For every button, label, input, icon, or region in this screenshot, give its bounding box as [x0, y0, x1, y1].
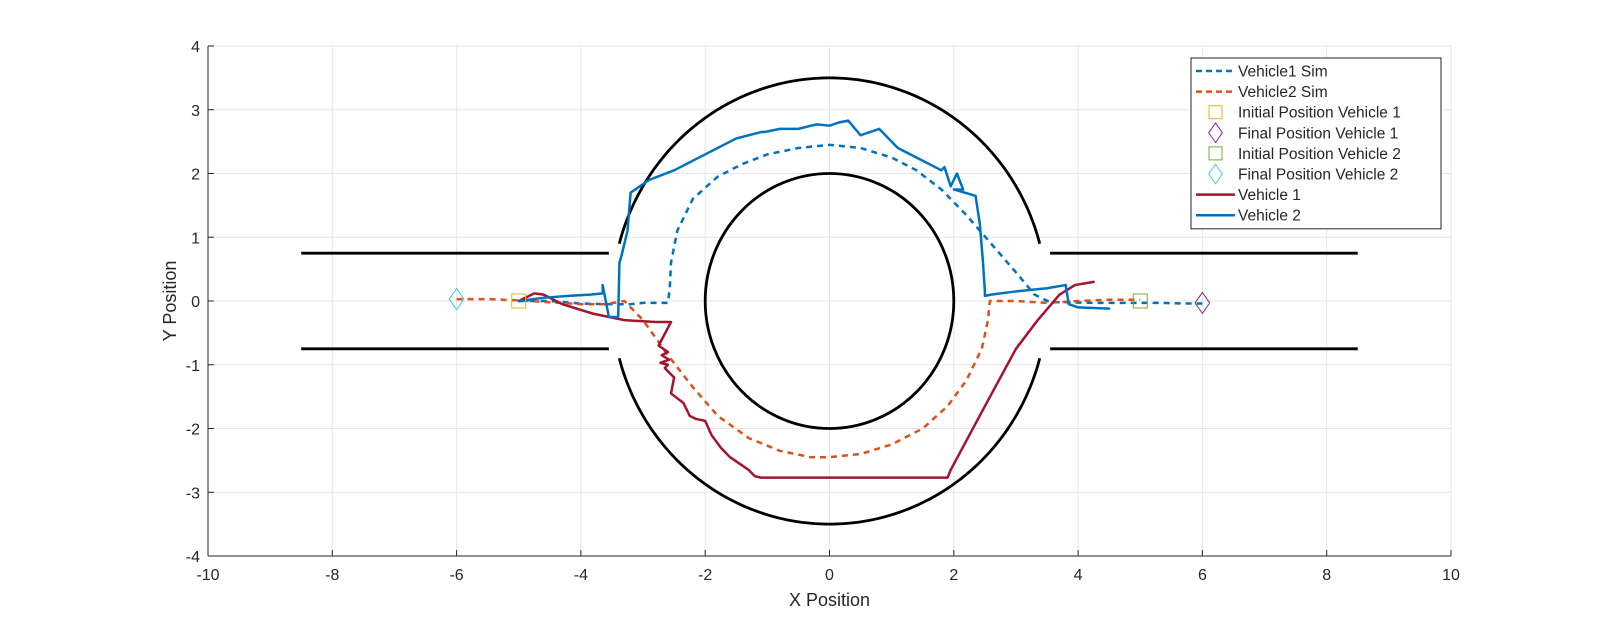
y-tick-label: -1	[186, 358, 200, 375]
x-tick-label: 0	[825, 567, 834, 584]
legend: Vehicle1 Sim Vehicle2 Sim Initial Position…	[1190, 57, 1442, 230]
y-tick-label: -4	[186, 549, 200, 566]
marker-initial-position-vehicle-2	[1132, 293, 1148, 309]
inner-ring	[703, 172, 956, 430]
series-line-vehicle2-sim	[456, 297, 1141, 459]
marker-initial-position-vehicle-1	[511, 293, 527, 309]
x-tick-label: 2	[949, 567, 958, 584]
marker-final-position-vehicle-2	[448, 287, 465, 311]
x-tick-label: 4	[1074, 567, 1083, 584]
legend-swatch	[1208, 105, 1223, 120]
legend-label: Vehicle2 Sim	[1238, 84, 1328, 101]
legend-label: Initial Position Vehicle 2	[1238, 146, 1401, 163]
outer-ring-bottom	[617, 357, 1042, 526]
x-tick-label: -10	[196, 567, 219, 584]
legend-label: Final Position Vehicle 2	[1238, 167, 1398, 184]
legend-label: Vehicle1 Sim	[1238, 64, 1328, 81]
x-tick-label: -8	[325, 567, 339, 584]
y-tick-label: -2	[186, 422, 200, 439]
outer-ring-top	[617, 76, 1042, 245]
x-tick-label: 10	[1442, 567, 1460, 584]
x-tick-label: 6	[1198, 567, 1207, 584]
y-tick-label: 0	[191, 294, 200, 311]
y-tick-label: 4	[191, 39, 200, 56]
y-tick-label: 3	[191, 103, 200, 120]
legend-swatch	[1208, 122, 1223, 144]
track	[301, 76, 1358, 526]
legend-swatch	[1208, 163, 1223, 185]
y-tick-label: 2	[191, 167, 200, 184]
marker-layer	[448, 287, 1211, 315]
legend-label: Initial Position Vehicle 1	[1238, 105, 1401, 122]
x-tick-label: -2	[698, 567, 712, 584]
axes	[207, 45, 1452, 557]
legend-label: Final Position Vehicle 1	[1238, 125, 1398, 142]
series-layer	[456, 119, 1203, 479]
x-axis-label: X Position	[789, 590, 870, 610]
series-line-vehicle-2	[517, 119, 1111, 319]
y-axis-label: Y Position	[160, 261, 180, 342]
legend-label: Vehicle 1	[1238, 187, 1301, 204]
marker-final-position-vehicle-1	[1194, 291, 1211, 315]
legend-swatch	[1208, 146, 1223, 161]
legend-box	[1190, 57, 1442, 230]
y-tick-label: -3	[186, 485, 200, 502]
x-tick-label: 8	[1322, 567, 1331, 584]
x-tick-label: -4	[574, 567, 588, 584]
x-tick-label: -6	[449, 567, 463, 584]
series-line-vehicle1-sim	[518, 143, 1203, 306]
series-line-vehicle-1	[517, 280, 1095, 479]
y-tick-label: 1	[191, 230, 200, 247]
legend-label: Vehicle 2	[1238, 208, 1301, 225]
